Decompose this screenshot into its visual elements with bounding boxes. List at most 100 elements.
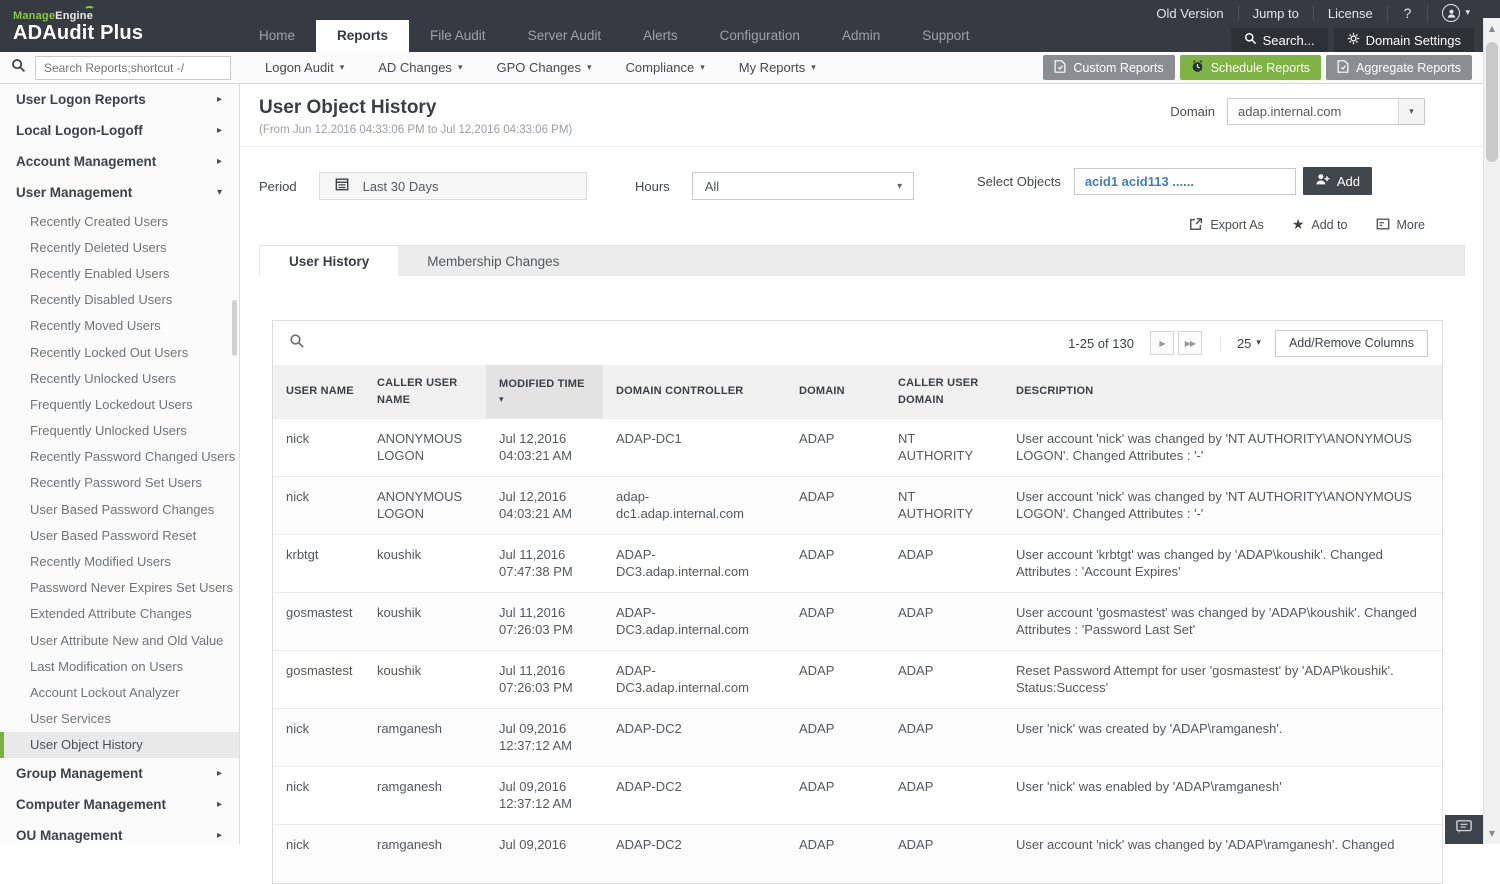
menu-gpo-changes[interactable]: GPO Changes▾ bbox=[496, 60, 591, 75]
col-domain[interactable]: DOMAIN bbox=[786, 365, 885, 419]
sidebar-section-group-management[interactable]: Group Management▸ bbox=[0, 758, 239, 789]
sidebar-item[interactable]: Recently Created Users bbox=[0, 208, 239, 234]
menu-logon-audit[interactable]: Logon Audit▾ bbox=[265, 60, 344, 75]
menu-ad-changes[interactable]: AD Changes▾ bbox=[378, 60, 462, 75]
nav-file-audit[interactable]: File Audit bbox=[409, 21, 507, 52]
tab-user-history[interactable]: User History bbox=[260, 246, 398, 276]
col-caller-user-name[interactable]: CALLER USER NAME bbox=[364, 365, 486, 419]
old-version-link[interactable]: Old Version bbox=[1142, 6, 1238, 21]
aggregate-reports-button[interactable]: Aggregate Reports bbox=[1326, 55, 1472, 80]
report-date-range: (From Jun 12,2016 04:33:06 PM to Jul 12,… bbox=[259, 124, 1463, 136]
sidebar-section-ou-management[interactable]: OU Management▸ bbox=[0, 820, 239, 844]
sidebar-item[interactable]: Recently Password Set Users bbox=[0, 470, 239, 496]
sidebar-item[interactable]: Last Modification on Users bbox=[0, 653, 239, 679]
sidebar-item[interactable]: Recently Locked Out Users bbox=[0, 339, 239, 365]
schedule-reports-button[interactable]: Schedule Reports bbox=[1180, 55, 1321, 80]
sidebar-item[interactable]: Recently Password Changed Users bbox=[0, 444, 239, 470]
add-remove-columns-button[interactable]: Add/Remove Columns bbox=[1275, 330, 1428, 357]
sidebar-item[interactable]: Recently Enabled Users bbox=[0, 260, 239, 286]
sidebar-item-user-object-history[interactable]: User Object History bbox=[0, 732, 239, 758]
domain-select[interactable]: adap.internal.com ▾ bbox=[1227, 98, 1425, 125]
table-header-row: USER NAME CALLER USER NAME MODIFIED TIME… bbox=[273, 365, 1442, 419]
sidebar-scrollbar-thumb[interactable] bbox=[232, 300, 237, 356]
help-icon[interactable]: ? bbox=[1388, 5, 1429, 21]
product-title: ADAudit Plus bbox=[13, 22, 238, 45]
sidebar-item[interactable]: Frequently Lockedout Users bbox=[0, 391, 239, 417]
tab-membership-changes[interactable]: Membership Changes bbox=[398, 246, 588, 276]
add-objects-button[interactable]: Add bbox=[1303, 167, 1372, 195]
nav-configuration[interactable]: Configuration bbox=[699, 21, 821, 52]
sidebar-item[interactable]: Extended Attribute Changes bbox=[0, 601, 239, 627]
table-search-icon[interactable] bbox=[289, 333, 305, 354]
sidebar-item[interactable]: Recently Unlocked Users bbox=[0, 365, 239, 391]
nav-admin[interactable]: Admin bbox=[821, 21, 901, 52]
sort-desc-icon: ▾ bbox=[499, 394, 593, 408]
chevron-right-icon: ▸ bbox=[217, 156, 222, 167]
more-link[interactable]: More bbox=[1376, 217, 1425, 234]
brand-manage: Manage bbox=[13, 10, 55, 22]
page-scrollbar[interactable]: ▲ ▼ bbox=[1483, 18, 1500, 844]
col-caller-user-domain[interactable]: CALLER USER DOMAIN bbox=[885, 365, 1003, 419]
sidebar-item[interactable]: User Based Password Changes bbox=[0, 496, 239, 522]
sidebar-item[interactable]: Recently Deleted Users bbox=[0, 234, 239, 260]
nav-home[interactable]: Home bbox=[238, 21, 316, 52]
col-user-name[interactable]: USER NAME bbox=[273, 365, 364, 419]
gear-icon bbox=[1347, 32, 1360, 48]
sidebar-item[interactable]: Recently Disabled Users bbox=[0, 287, 239, 313]
page-size-select[interactable]: 25 ▾ bbox=[1220, 336, 1261, 351]
export-as-link[interactable]: Export As bbox=[1189, 217, 1264, 234]
sidebar-section-computer-management[interactable]: Computer Management▸ bbox=[0, 789, 239, 820]
next-page-button[interactable]: ▶ bbox=[1150, 331, 1174, 355]
scroll-down-icon[interactable]: ▼ bbox=[1484, 829, 1500, 838]
filter-row: Period Last 30 Days Hours All ▾ Select O… bbox=[241, 147, 1483, 217]
sidebar-item[interactable]: Recently Modified Users bbox=[0, 548, 239, 574]
sidebar-section-account-management[interactable]: Account Management▸ bbox=[0, 146, 239, 177]
last-page-button[interactable]: ▶▶ bbox=[1178, 331, 1202, 355]
col-modified-time[interactable]: MODIFIED TIME▾ bbox=[486, 365, 603, 419]
report-search-input[interactable] bbox=[35, 56, 231, 80]
user-avatar-icon bbox=[1442, 4, 1460, 22]
menu-compliance[interactable]: Compliance▾ bbox=[626, 60, 705, 75]
sidebar-section-user-management[interactable]: User Management▾ bbox=[0, 177, 239, 208]
sidebar-item[interactable]: Frequently Unlocked Users bbox=[0, 418, 239, 444]
chat-bubble-icon bbox=[1455, 819, 1473, 840]
nav-server-audit[interactable]: Server Audit bbox=[507, 21, 623, 52]
sidebar-item[interactable]: Password Never Expires Set Users bbox=[0, 575, 239, 601]
col-domain-controller[interactable]: DOMAIN CONTROLLER bbox=[603, 365, 786, 419]
sidebar-section-local-logon-logoff[interactable]: Local Logon-Logoff▸ bbox=[0, 115, 239, 146]
select-objects-input[interactable] bbox=[1074, 168, 1296, 195]
nav-reports[interactable]: Reports bbox=[316, 20, 409, 52]
nav-alerts[interactable]: Alerts bbox=[622, 21, 699, 52]
scroll-up-icon[interactable]: ▲ bbox=[1484, 24, 1500, 33]
domain-settings-button[interactable]: Domain Settings bbox=[1334, 28, 1474, 52]
search-icon bbox=[1244, 32, 1257, 48]
sidebar-item[interactable]: User Services bbox=[0, 706, 239, 732]
jump-to-link[interactable]: Jump to bbox=[1239, 6, 1314, 21]
sidebar-item[interactable]: User Attribute New and Old Value bbox=[0, 627, 239, 653]
hours-select[interactable]: All ▾ bbox=[692, 172, 914, 200]
user-menu[interactable]: ▾ bbox=[1428, 4, 1474, 22]
sidebar-item[interactable]: Account Lockout Analyzer bbox=[0, 679, 239, 705]
nav-support[interactable]: Support bbox=[901, 21, 990, 52]
col-description[interactable]: DESCRIPTION bbox=[1003, 365, 1442, 419]
feedback-chat-button[interactable] bbox=[1445, 815, 1483, 844]
period-picker[interactable]: Last 30 Days bbox=[319, 172, 587, 200]
add-to-link[interactable]: ★ Add to bbox=[1292, 217, 1348, 233]
menu-my-reports[interactable]: My Reports▾ bbox=[739, 60, 816, 75]
global-search-button[interactable]: Search... bbox=[1231, 28, 1328, 52]
sidebar-item[interactable]: Recently Moved Users bbox=[0, 313, 239, 339]
chevron-down-icon: ▾ bbox=[1398, 99, 1424, 124]
sidebar-item[interactable]: User Based Password Reset bbox=[0, 522, 239, 548]
custom-reports-button[interactable]: Custom Reports bbox=[1043, 55, 1174, 80]
page-scrollbar-thumb[interactable] bbox=[1486, 42, 1498, 162]
sidebar-section-user-logon-reports[interactable]: User Logon Reports▸ bbox=[0, 84, 239, 115]
license-link[interactable]: License bbox=[1314, 6, 1388, 21]
